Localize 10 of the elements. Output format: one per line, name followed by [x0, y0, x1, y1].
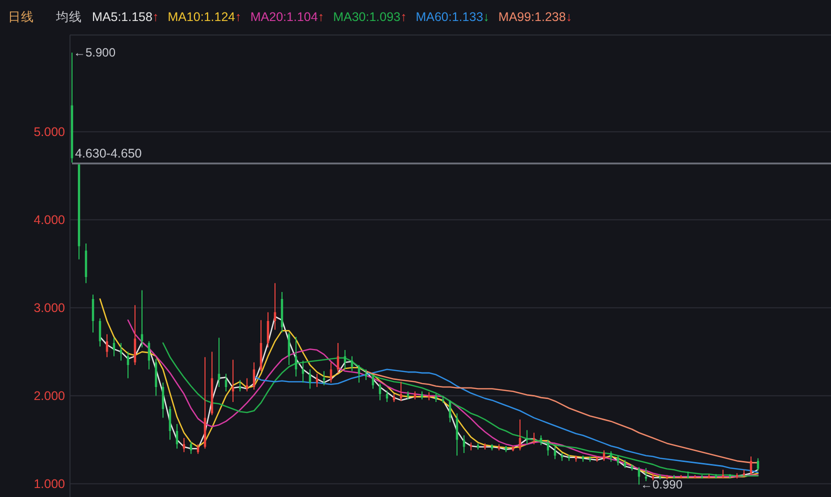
y-tick-label: 3.000	[34, 300, 65, 315]
y-tick-label: 1.000	[34, 476, 65, 491]
annotation: ←5.900	[74, 46, 116, 60]
y-tick-label: 2.000	[34, 388, 65, 403]
legend-title: 均线	[56, 10, 82, 24]
y-tick-label: 5.000	[34, 124, 65, 139]
y-tick-label: 4.000	[34, 212, 65, 227]
annotation: ←0.990	[640, 478, 683, 492]
title: 日线	[8, 10, 34, 24]
band-label: 4.630-4.650	[75, 146, 142, 161]
